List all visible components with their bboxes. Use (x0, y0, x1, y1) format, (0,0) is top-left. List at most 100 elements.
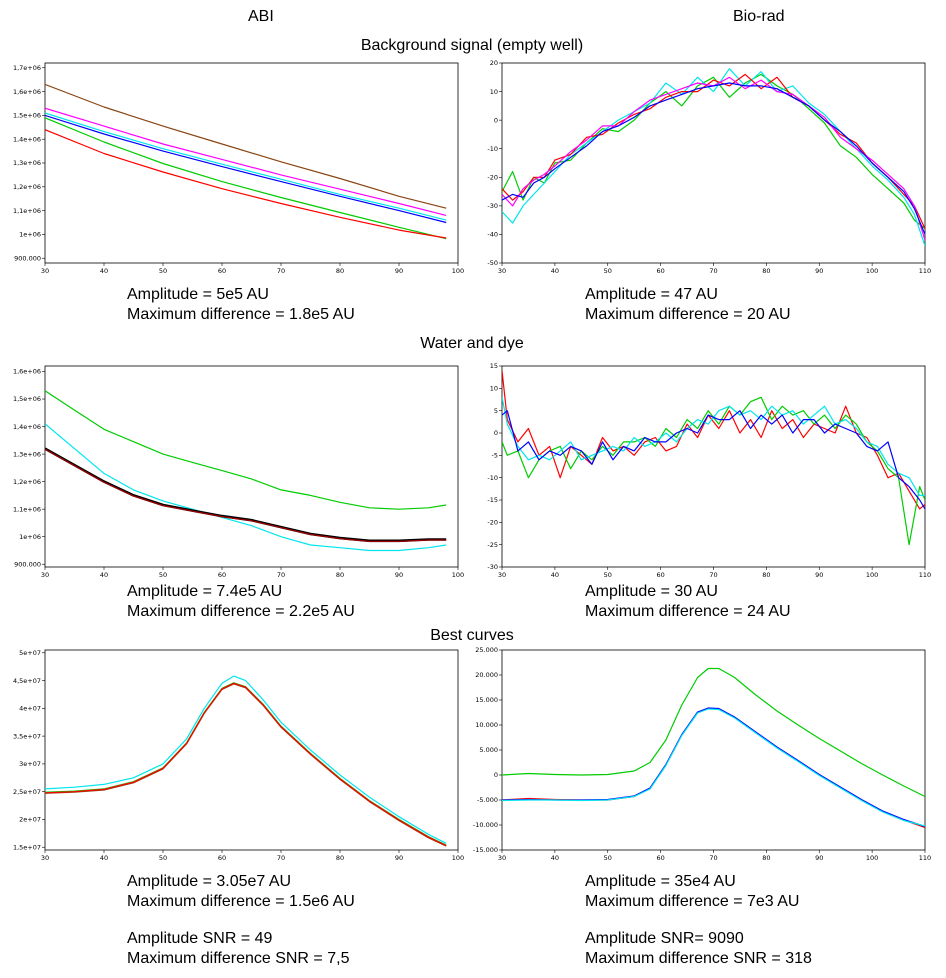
stat-amplitude-abi-best: Amplitude = 3.05e7 AU (127, 873, 292, 890)
series-line-3 (502, 707, 925, 828)
series-line-3 (502, 397, 925, 497)
chart-biorad-water-dye: 30 40 50 60 70 80 90 100 110 -30 -25 -20 -15 -10 -5 0 5 1… (487, 362, 931, 579)
axis-ticks: 30 40 50 60 70 80 90 100 1,5e+07 2e+07 2,5e+07 3e+0… (13, 649, 464, 862)
x-tick-label: 100 (866, 854, 878, 862)
axis-ticks: 30 40 50 60 70 80 90 100 900.000 1e+06 1,1e+06 1,2e… (13, 368, 464, 579)
chart-biorad-best: 30 40 50 60 70 80 90 100 110 -15.000 -10.000 -5.000… (473, 646, 931, 862)
series-group (502, 667, 925, 829)
plot-frame (44, 649, 459, 851)
y-tick-label: -50 (487, 259, 498, 267)
y-tick-label: 5.000 (479, 746, 498, 754)
x-tick-label: 60 (656, 854, 664, 862)
x-tick-label: 90 (395, 854, 403, 862)
y-tick-label: 0 (494, 771, 498, 779)
series-line-3 (45, 447, 447, 543)
y-tick-label: -5 (492, 452, 498, 460)
y-tick-label: 900.000 (14, 254, 41, 262)
series-line-2 (45, 423, 447, 552)
y-tick-label: -15.000 (473, 846, 498, 854)
y-tick-label: -25 (487, 541, 498, 549)
y-tick-label: -10.000 (473, 821, 498, 829)
stat-amplitude-biorad-water: Amplitude = 30 AU (585, 583, 718, 600)
y-tick-label: 1,2e+06 (13, 183, 41, 191)
x-tick-label: 100 (452, 267, 464, 275)
stat-maxdiff-abi-water: Maximum difference = 2.2e5 AU (127, 603, 355, 620)
column-header-abi: ABI (248, 8, 274, 25)
stat-amplitude-abi-water: Amplitude = 7.4e5 AU (127, 583, 283, 600)
snr-maxdiff-abi: Maximum difference SNR = 7,5 (127, 950, 350, 967)
snr-amplitude-abi: Amplitude SNR = 49 (127, 930, 273, 947)
series-line-3 (45, 683, 447, 847)
x-tick-label: 100 (866, 571, 878, 579)
series-line-2 (45, 107, 447, 216)
x-tick-label: 30 (41, 267, 49, 275)
x-tick-label: 90 (815, 267, 823, 275)
stat-maxdiff-biorad-best: Maximum difference = 7e3 AU (585, 893, 800, 910)
x-tick-label: 100 (452, 571, 464, 579)
series-line-1 (45, 675, 447, 844)
series-line-2 (45, 682, 447, 846)
y-tick-label: 1,4e+06 (13, 135, 41, 143)
x-tick-label: 30 (498, 854, 506, 862)
x-tick-label: 110 (919, 854, 931, 862)
y-tick-label: 15 (490, 362, 498, 370)
axis-ticks: 30 40 50 60 70 80 90 100 110 -30 -25 -20 -15 -10 -5 0 5 1… (487, 362, 931, 579)
x-tick-label: 50 (604, 854, 612, 862)
series-line-4 (45, 448, 447, 543)
series-line-3 (502, 73, 925, 229)
x-tick-label: 30 (498, 571, 506, 579)
x-tick-label: 30 (498, 267, 506, 275)
plot-frame (44, 62, 459, 264)
y-tick-label: -20 (487, 173, 498, 181)
plot-frame (501, 365, 926, 568)
y-tick-label: 900.000 (14, 560, 41, 568)
stat-amplitude-biorad-best: Amplitude = 35e4 AU (585, 873, 736, 890)
series-line-5 (502, 82, 925, 235)
chart-abi-water-dye: 30 40 50 60 70 80 90 100 900.000 1e+06 1,1e+06 1,2e… (13, 365, 464, 579)
x-tick-label: 90 (395, 267, 403, 275)
y-tick-label: 1,1e+06 (13, 505, 41, 513)
series-line-1 (502, 370, 925, 510)
x-tick-label: 60 (218, 267, 226, 275)
y-tick-label: 15.000 (475, 696, 498, 704)
x-tick-label: 70 (709, 267, 717, 275)
series-line-3 (45, 112, 447, 221)
y-tick-label: 1,5e+06 (13, 395, 41, 403)
series-line-4 (45, 114, 447, 224)
x-tick-label: 50 (159, 571, 167, 579)
x-tick-label: 30 (41, 571, 49, 579)
stat-maxdiff-biorad-background: Maximum difference = 20 AU (585, 306, 791, 323)
y-tick-label: 1,2e+06 (13, 478, 41, 486)
x-tick-label: 70 (277, 854, 285, 862)
x-tick-label: 80 (336, 571, 344, 579)
snr-maxdiff-biorad: Maximum difference SNR = 318 (585, 950, 812, 967)
y-tick-label: 5 (494, 407, 498, 415)
y-tick-label: 4e+07 (19, 705, 41, 713)
x-tick-label: 70 (277, 267, 285, 275)
y-tick-label: 3e+07 (19, 760, 41, 768)
x-tick-label: 70 (709, 854, 717, 862)
x-tick-label: 50 (604, 571, 612, 579)
y-tick-label: 20.000 (475, 671, 498, 679)
y-tick-label: 1,3e+06 (13, 450, 41, 458)
y-tick-label: 1,6e+06 (13, 368, 41, 376)
y-tick-label: -30 (487, 202, 498, 210)
x-tick-label: 100 (452, 854, 464, 862)
y-tick-label: 25.000 (475, 646, 498, 654)
x-tick-label: 50 (159, 854, 167, 862)
series-line-2 (502, 396, 925, 546)
x-tick-label: 90 (395, 571, 403, 579)
series-line-1 (45, 390, 447, 510)
y-tick-label: -15 (487, 496, 498, 504)
series-line-4 (502, 410, 925, 510)
y-tick-label: 1,4e+06 (13, 423, 41, 431)
y-tick-label: -10 (487, 474, 498, 482)
y-tick-label: -10 (487, 145, 498, 153)
x-tick-label: 40 (551, 571, 559, 579)
axis-ticks: 30 40 50 60 70 80 90 100 900.000 1e+06 1,1e+06 1,2e… (13, 64, 464, 275)
x-tick-label: 40 (551, 267, 559, 275)
axis-ticks: 30 40 50 60 70 80 90 100 110 -50 -40 -30 -20 -10 0 10 20 (487, 59, 931, 275)
series-group (45, 675, 447, 847)
x-tick-label: 100 (866, 267, 878, 275)
stat-maxdiff-biorad-water: Maximum difference = 24 AU (585, 603, 791, 620)
